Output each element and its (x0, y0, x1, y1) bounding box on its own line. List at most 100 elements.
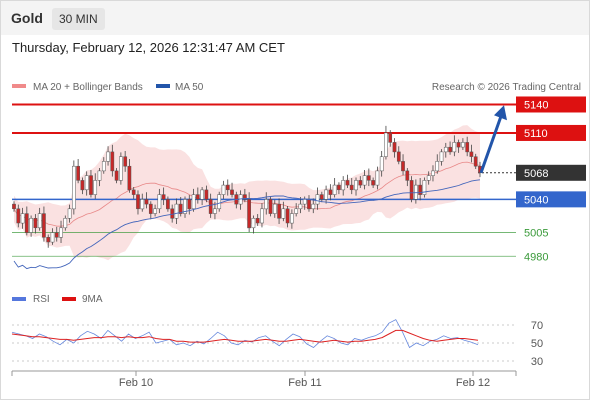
candle-body (469, 151, 474, 157)
candle-body (174, 203, 179, 219)
candle-body (341, 180, 346, 191)
candle-body (221, 184, 226, 195)
trend-arrow-head (494, 105, 507, 121)
candle-body (230, 189, 234, 195)
candle-body (290, 213, 294, 224)
rsi-tick-label: 50 (531, 338, 543, 350)
candle-body (37, 213, 42, 229)
candle-body (54, 232, 59, 238)
candle-body (426, 175, 431, 181)
candle-body (473, 156, 478, 167)
rsi-tick-label: 30 (531, 356, 543, 368)
time-axis-label: Feb 10 (119, 377, 153, 389)
candle-body (264, 199, 269, 210)
candle-body (349, 184, 354, 191)
candle-body (345, 180, 350, 186)
time-axis-label: Feb 11 (288, 377, 321, 389)
candle-body (456, 142, 461, 148)
candle-body (401, 161, 405, 172)
candle-body (200, 189, 204, 200)
candle-body (465, 142, 470, 153)
ma50-line (13, 179, 481, 270)
candle-body (123, 156, 128, 167)
candle-body (217, 194, 222, 210)
resistance-tag (516, 124, 586, 141)
candle-body (435, 161, 440, 172)
resistance-tag (516, 96, 586, 113)
candle-body (409, 180, 414, 200)
candle-body (366, 175, 371, 181)
current-price-tag (516, 164, 586, 181)
candle-body (80, 180, 85, 191)
candle-body (140, 199, 145, 210)
candle-body (127, 165, 132, 191)
candle-body (302, 199, 307, 205)
candle-body (178, 203, 183, 214)
resistance-label: 5110 (524, 128, 548, 140)
candle-body (63, 218, 68, 229)
candle-body (251, 218, 256, 229)
candle-body (84, 175, 89, 191)
candle-body (114, 170, 119, 181)
candle-body (337, 184, 341, 191)
candle-body (311, 203, 316, 210)
candle-body (67, 208, 72, 219)
candle-body (131, 189, 136, 195)
candle-body (362, 175, 367, 186)
candle-body (161, 194, 166, 200)
candle-body (358, 180, 363, 186)
candle-body (307, 199, 311, 210)
support-label: 5040 (524, 194, 548, 206)
candle-body (255, 218, 260, 224)
candle-body (170, 208, 175, 219)
candle-body (101, 161, 106, 172)
candle-body (328, 189, 333, 195)
candle-body (443, 146, 448, 153)
candle-body (20, 213, 25, 224)
candle-body (439, 151, 444, 162)
candle-body (12, 203, 16, 210)
candle-body (452, 142, 457, 153)
candle-body (414, 184, 418, 200)
candle-body (204, 189, 209, 200)
candle-body (59, 227, 63, 238)
candle-body (294, 208, 299, 214)
candle-body (243, 194, 247, 200)
timeframe-badge[interactable]: 30 MIN (52, 8, 105, 30)
candle-body (422, 180, 427, 195)
header-bar: Gold 30 MIN (1, 1, 589, 35)
candle-body (315, 194, 320, 205)
candle-body (379, 156, 384, 172)
candle-body (153, 208, 157, 214)
candle-body (191, 194, 196, 210)
candle-body (183, 199, 187, 214)
candle-body (392, 142, 397, 153)
candle-body (354, 180, 358, 191)
ma20-line (13, 161, 481, 227)
candle-body (148, 203, 153, 214)
candle-body (431, 170, 435, 176)
rsi-plot: 70 50 30 (11, 319, 543, 368)
candle-body (388, 132, 393, 143)
candle-body (195, 194, 200, 200)
ma50-legend-label: MA 50 (175, 82, 204, 93)
candle-body (29, 218, 33, 233)
candle-body (371, 180, 375, 186)
candle-body (247, 199, 251, 229)
current-price-label: 5068 (524, 168, 548, 180)
candle-body (405, 170, 410, 181)
time-axis-label: Feb 12 (456, 377, 490, 389)
candle-body (76, 165, 80, 181)
candle-body (213, 208, 217, 214)
candle-body (277, 203, 281, 219)
candle-body (384, 132, 388, 157)
bollinger-band-fill (14, 125, 480, 261)
candle-body (97, 170, 102, 181)
candle-body (119, 156, 123, 181)
candle-body (50, 232, 55, 243)
candle-body (260, 208, 264, 224)
support-tag (516, 191, 586, 208)
trend-arrow-shaft (479, 115, 503, 174)
candle-body (285, 208, 290, 224)
